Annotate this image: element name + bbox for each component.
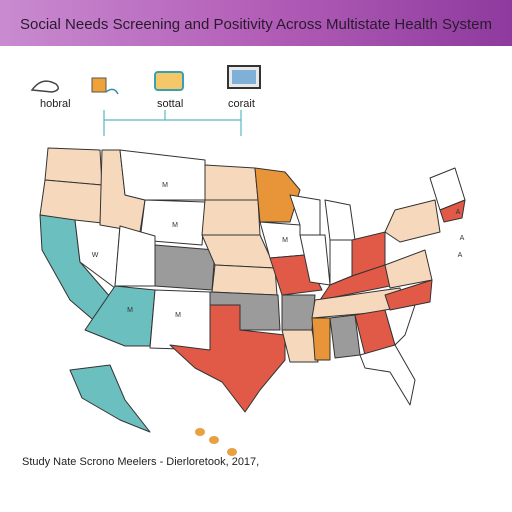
legend-label: hobral [40,98,71,110]
legend-icon [30,80,59,93]
legend-icon [91,77,107,93]
state [119,149,206,201]
state [44,147,103,186]
state-label: A [456,209,461,216]
legend-bracket [103,110,242,136]
state [169,304,286,413]
state-label: A [458,252,463,259]
state [254,167,301,223]
state [114,225,156,287]
state [384,199,441,243]
state-label: A [460,235,465,242]
state [211,264,278,296]
hawaii-island [195,428,205,436]
state [281,329,319,363]
legend-icon [154,71,184,91]
footer: Study Nate Scrono Meelers - Dierloretook… [22,456,259,468]
us-map: W M M M M M A A A [39,147,466,456]
state-label: M [162,182,168,189]
state [359,344,416,406]
state-label: M [282,237,288,244]
state [329,314,361,359]
state [324,199,356,241]
state [311,317,331,361]
state [384,249,433,289]
state [281,294,316,331]
state-label: M [127,307,133,314]
state-label: M [175,312,181,319]
legend-icon [232,70,256,84]
state [84,285,156,347]
state-label: M [172,222,178,229]
legend-icon [105,88,119,95]
state [439,199,466,223]
hawaii-island [227,448,237,456]
state [384,279,433,311]
header-bar [0,0,512,46]
legend-label: sottal [157,98,183,110]
state [139,199,206,246]
state-label: W [92,252,99,259]
state [154,244,216,291]
hawaii-island [209,436,219,444]
state [69,364,151,433]
legend: hobral sottal corait [30,65,261,136]
state [201,199,261,236]
legend-label: corait [228,98,255,110]
state [149,289,211,351]
title: Social Needs Screening and Positivity Ac… [20,16,492,33]
state [204,164,259,201]
